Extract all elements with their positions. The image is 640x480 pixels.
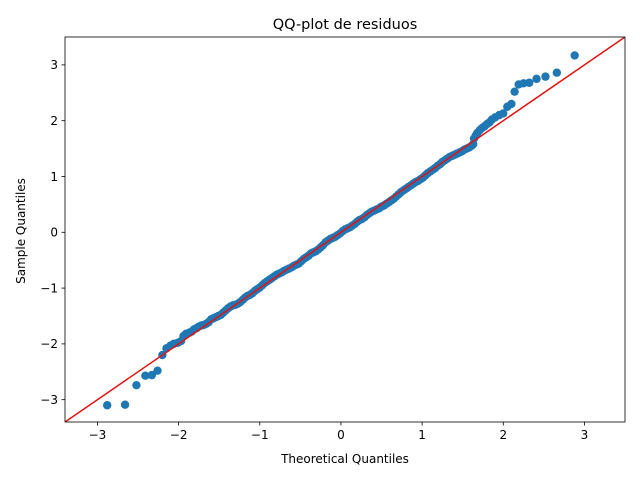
x-tick-label: −3 xyxy=(89,428,107,442)
x-axis-label: Theoretical Quantiles xyxy=(280,452,409,466)
data-point xyxy=(552,68,562,77)
data-point xyxy=(120,400,130,409)
y-tick-label: −1 xyxy=(40,281,58,295)
y-tick-label: −2 xyxy=(40,337,58,351)
x-tick-label: −2 xyxy=(170,428,188,442)
y-axis: −3 −2 −1 0 1 2 3 xyxy=(40,58,65,407)
data-point xyxy=(570,51,579,60)
data-point xyxy=(103,401,112,410)
data-point xyxy=(147,370,157,380)
x-tick-label: 1 xyxy=(418,428,426,442)
x-axis: −3 −2 −1 0 1 2 3 xyxy=(89,422,589,442)
y-tick-label: −3 xyxy=(40,393,58,407)
data-point xyxy=(532,74,541,84)
data-point xyxy=(141,371,150,380)
y-tick-label: 2 xyxy=(50,114,58,128)
chart-title: QQ-plot de residuos xyxy=(273,17,418,33)
y-tick-label: 3 xyxy=(50,58,58,72)
plot-area xyxy=(64,36,626,423)
data-point xyxy=(507,99,516,109)
y-tick-label: 1 xyxy=(50,170,58,184)
y-tick-label: 0 xyxy=(50,226,58,240)
data-point xyxy=(132,380,141,390)
data-points xyxy=(103,51,579,410)
data-point xyxy=(510,87,519,96)
data-point xyxy=(153,366,162,375)
data-point xyxy=(499,109,508,118)
x-tick-label: 0 xyxy=(337,428,345,442)
x-tick-label: 3 xyxy=(581,428,589,442)
plot-frame xyxy=(64,36,626,423)
x-tick-label: 2 xyxy=(499,428,507,442)
y-axis-label: Sample Quantiles xyxy=(14,178,28,284)
x-tick-label: −1 xyxy=(251,428,269,442)
data-point xyxy=(525,78,534,87)
reference-line xyxy=(65,37,625,422)
data-point xyxy=(541,72,550,81)
